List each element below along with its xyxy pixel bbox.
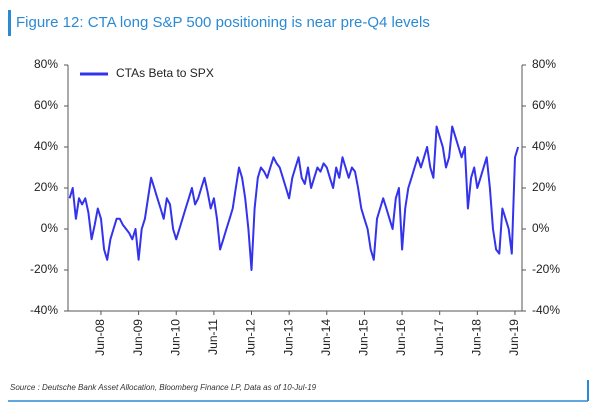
y-tick-label: 60% bbox=[34, 98, 58, 112]
y-tick-label: 40% bbox=[34, 139, 58, 153]
y2-tick-label: 40% bbox=[532, 139, 556, 153]
y-tick-label: -20% bbox=[30, 262, 58, 276]
x-tick-label: Jun-18 bbox=[469, 319, 483, 356]
title-accent bbox=[8, 10, 11, 36]
y2-tick-label: 80% bbox=[532, 57, 556, 71]
x-tick-label: Jun-15 bbox=[357, 319, 371, 356]
x-tick-label: Jun-17 bbox=[432, 319, 446, 356]
legend-label: CTAs Beta to SPX bbox=[116, 66, 214, 80]
x-tick-label: Jun-16 bbox=[394, 319, 408, 356]
y2-tick-label: -20% bbox=[532, 262, 560, 276]
x-tick-label: Jun-08 bbox=[93, 319, 107, 356]
source-note: Source : Deutsche Bank Asset Allocation,… bbox=[10, 383, 317, 392]
y-tick-label: 80% bbox=[34, 57, 58, 71]
x-tick-label: Jun-12 bbox=[244, 319, 258, 356]
x-tick-label: Jun-13 bbox=[281, 319, 295, 356]
x-tick-label: Jun-10 bbox=[168, 319, 182, 356]
y2-tick-label: 60% bbox=[532, 98, 556, 112]
x-tick-label: Jun-09 bbox=[131, 319, 145, 356]
y-tick-label: 0% bbox=[41, 221, 59, 235]
data-line bbox=[68, 125, 520, 271]
y2-tick-label: 0% bbox=[532, 221, 550, 235]
y2-tick-label: 20% bbox=[532, 180, 556, 194]
y-tick-label: 20% bbox=[34, 180, 58, 194]
x-tick-label: Jun-14 bbox=[319, 319, 333, 356]
chart-title: Figure 12: CTA long S&P 500 positioning … bbox=[16, 14, 430, 31]
x-tick-label: Jun-19 bbox=[507, 319, 521, 356]
y2-tick-label: -40% bbox=[532, 303, 560, 317]
x-tick-label: Jun-11 bbox=[206, 319, 220, 355]
y-tick-label: -40% bbox=[30, 303, 58, 317]
